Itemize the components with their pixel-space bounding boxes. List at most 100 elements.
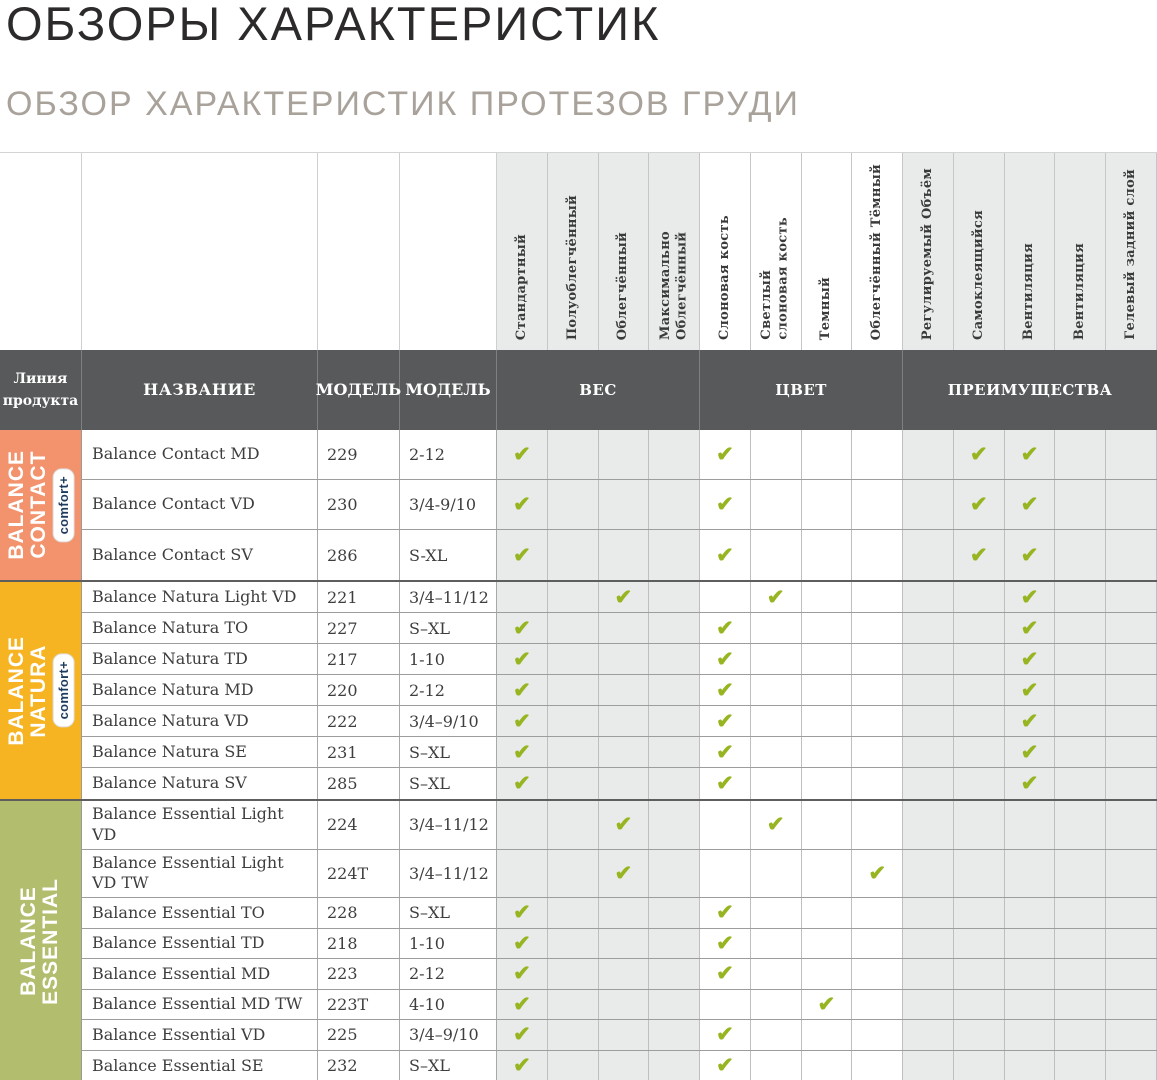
header-name: НАЗВАНИЕ: [82, 350, 318, 430]
feature-check-cell: ✔: [700, 1020, 751, 1050]
product-name-cell: Balance Essential TO: [82, 898, 318, 928]
model-cell: 222: [318, 706, 400, 736]
feature-check-cell: [751, 644, 802, 674]
product-name-cell: Balance Essential VD: [82, 1020, 318, 1050]
spec-table: Стандартный Полуоблегчённый Облегчённый Мак…: [0, 152, 1157, 1080]
model-cell: 227: [318, 613, 400, 643]
feature-check-cell: [649, 582, 701, 612]
check-icon: ✔: [716, 616, 734, 640]
feature-check-cell: ✔: [497, 959, 548, 989]
feature-header-row: Стандартный Полуоблегчённый Облегчённый Мак…: [0, 152, 1157, 350]
feature-check-cell: [1106, 530, 1157, 580]
check-icon: ✔: [1020, 740, 1039, 764]
feature-check-cell: [852, 1050, 904, 1080]
feature-check-cell: [1055, 737, 1107, 767]
feature-check-cell: [953, 928, 1005, 959]
table-row: Balance Essential MD TW 223T 4-10 ✔ ✔: [82, 989, 1157, 1021]
feature-check-cell: ✔: [700, 768, 751, 799]
feature-check-cell: [852, 768, 904, 799]
feature-check-cell: [751, 480, 802, 529]
feature-check-cell: ✔: [700, 530, 751, 580]
feature-check-cell: [751, 675, 802, 705]
feature-check-cell: [802, 582, 853, 612]
feature-check-cell: [903, 737, 954, 767]
feature-check-cell: [751, 430, 802, 479]
column-header-row: Линия продукта НАЗВАНИЕ МОДЕЛЬ МОДЕЛЬ ВЕ…: [0, 350, 1157, 430]
feature-check-cell: ✔: [700, 1050, 751, 1080]
feature-check-cell: ✔: [598, 801, 650, 849]
sizes-cell: 4-10: [400, 989, 497, 1020]
feature-check-cell: [497, 801, 548, 849]
feature-check-cell: [903, 430, 954, 479]
feature-check-cell: [751, 706, 802, 736]
table-row: Balance Natura TD 217 1-10 ✔ ✔ ✔: [82, 644, 1157, 675]
product-line-label: BALANCE CONTACT comfort+: [0, 430, 82, 580]
feature-check-cell: ✔: [598, 582, 650, 612]
product-line-label: BALANCE ESSENTIAL: [0, 801, 82, 1080]
feature-check-cell: [1055, 1050, 1107, 1080]
feature-column-label: Облегчённый Тёмный: [869, 163, 885, 340]
feature-check-cell: [903, 849, 954, 898]
model-cell: 225: [318, 1020, 400, 1050]
feature-check-cell: [1106, 928, 1157, 959]
product-line-section: BALANCE CONTACT comfort+ Balance Contact M…: [0, 430, 1157, 580]
check-icon: ✔: [766, 585, 785, 609]
feature-check-cell: [953, 959, 1005, 989]
feature-check-cell: [649, 989, 701, 1020]
feature-check-cell: [953, 898, 1005, 928]
feature-check-cell: ✔: [700, 706, 751, 736]
feature-check-cell: [598, 928, 650, 959]
page-title: ОБЗОРЫ ХАРАКТЕРИСТИК: [6, 0, 661, 50]
feature-check-cell: [751, 768, 802, 799]
feature-check-cell: [649, 898, 701, 928]
sizes-cell: 3/4–9/10: [400, 706, 497, 736]
feature-check-cell: [802, 675, 853, 705]
feature-check-cell: ✔: [1004, 530, 1056, 580]
check-icon: ✔: [716, 1054, 734, 1078]
check-icon: ✔: [513, 647, 531, 671]
feature-check-cell: [1004, 801, 1056, 849]
table-row: Balance Essential Light VD TW 224T 3/4–11/…: [82, 849, 1157, 899]
feature-check-cell: ✔: [953, 480, 1005, 529]
feature-check-cell: ✔: [497, 706, 548, 736]
feature-check-cell: ✔: [700, 737, 751, 767]
header-group-color: ЦВЕТ: [700, 350, 904, 430]
feature-check-cell: [547, 1050, 599, 1080]
feature-check-cell: [649, 675, 701, 705]
feature-column-header: Облегчённый Тёмный: [852, 153, 904, 350]
feature-check-cell: ✔: [497, 928, 548, 959]
feature-check-cell: [649, 737, 701, 767]
check-icon: ✔: [1020, 678, 1039, 702]
feature-column-header: Стандартный: [497, 153, 548, 350]
check-icon: ✔: [1020, 616, 1039, 640]
feature-column-label: Стандартный: [513, 233, 529, 340]
feature-check-cell: [852, 644, 904, 674]
product-line-section: BALANCE NATURA comfort+ Balance Natura Lig…: [0, 580, 1157, 799]
feature-check-cell: [903, 1050, 954, 1080]
feature-check-cell: ✔: [700, 480, 751, 529]
feature-check-cell: [1106, 644, 1157, 674]
model-cell: 230: [318, 480, 400, 529]
check-icon: ✔: [868, 861, 887, 885]
header-group-weight: ВЕС: [497, 350, 701, 430]
feature-check-cell: [1055, 480, 1107, 529]
table-row: Balance Natura TO 227 S–XL ✔ ✔ ✔: [82, 613, 1157, 644]
feature-check-cell: [802, 1050, 853, 1080]
feature-check-cell: [598, 768, 650, 799]
comfort-plus-badge: comfort+: [53, 653, 75, 728]
feature-check-cell: [953, 582, 1005, 612]
feature-check-cell: ✔: [497, 530, 548, 580]
feature-check-cell: [1106, 849, 1157, 898]
feature-check-cell: [1106, 1050, 1157, 1080]
feature-column-header: Облегчённый: [598, 153, 650, 350]
feature-check-cell: [751, 849, 802, 898]
table-row: Balance Natura VD 222 3/4–9/10 ✔ ✔ ✔: [82, 706, 1157, 737]
feature-check-cell: [751, 737, 802, 767]
sizes-cell: 3/4-9/10: [400, 480, 497, 529]
header-group-advantages: ПРЕИМУЩЕСТВА: [947, 381, 1113, 399]
feature-check-cell: ✔: [598, 849, 650, 898]
table-row: Balance Essential MD 223 2-12 ✔ ✔: [82, 959, 1157, 990]
feature-check-cell: [1055, 706, 1107, 736]
feature-check-cell: [802, 801, 853, 849]
